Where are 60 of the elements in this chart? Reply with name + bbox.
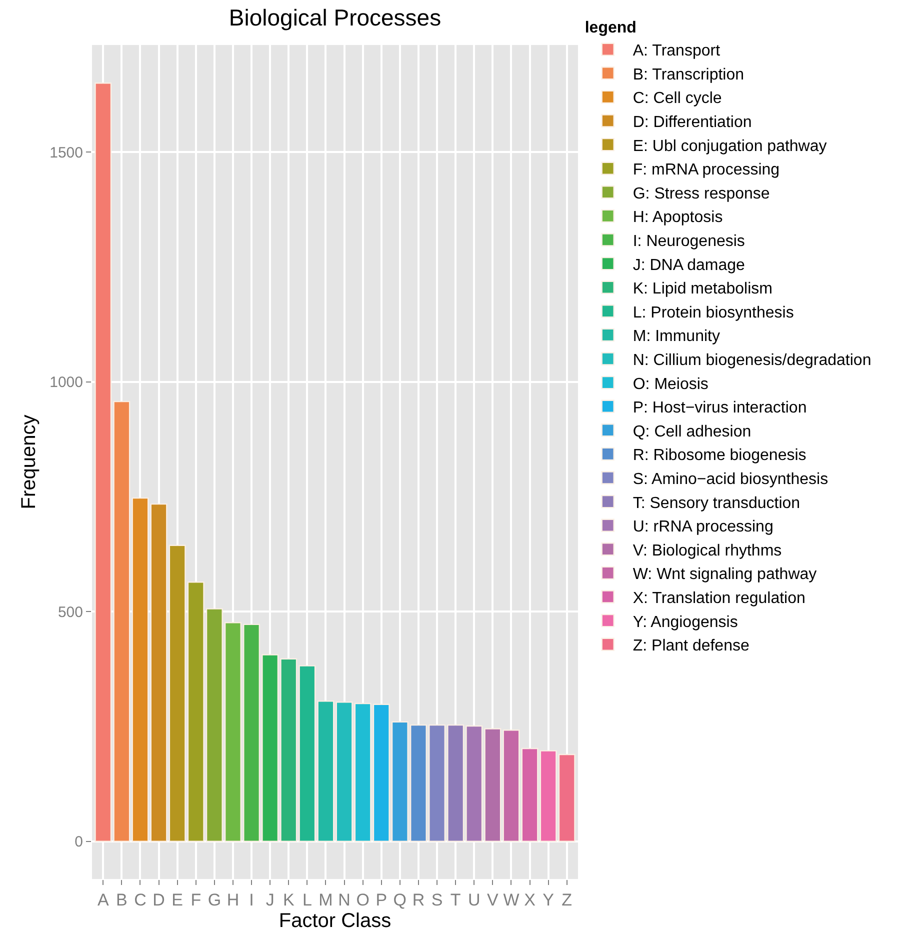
- x-tick-label: I: [249, 890, 254, 910]
- x-tick-label: X: [524, 890, 536, 910]
- legend-label: A: Transport: [632, 42, 721, 60]
- legend-label: Y: Angiogensis: [632, 614, 738, 631]
- x-tick-label: Q: [393, 890, 407, 910]
- legend-label: Z: Plant defense: [632, 638, 750, 655]
- x-tick-label: D: [152, 890, 165, 910]
- x-tick-label: C: [134, 890, 146, 910]
- legend-label: V: Biological rhythms: [632, 542, 782, 560]
- x-tick-label: E: [172, 890, 183, 910]
- legend-label: T: Sensory transduction: [632, 494, 800, 512]
- chart-title: Biological Processes: [228, 4, 442, 30]
- legend-label: I: Neurogenesis: [632, 232, 745, 250]
- x-tick-label: V: [487, 890, 499, 910]
- legend-label: R: Ribosome biogenesis: [632, 447, 806, 464]
- y-tick-label: 0: [74, 834, 83, 851]
- legend-label: G: Stress response: [632, 185, 770, 202]
- legend-label: F: mRNA processing: [632, 162, 780, 179]
- x-tick-label: A: [97, 890, 110, 910]
- x-tick-label: B: [116, 890, 128, 910]
- legend-label: Q: Cell adhesion: [632, 423, 752, 440]
- legend-label: S: Amino−acid biosynthesis: [632, 470, 828, 488]
- legend-label: H: Apoptosis: [632, 209, 723, 226]
- x-tick-label: W: [503, 890, 520, 910]
- legend-label: B: Transcription: [632, 66, 744, 84]
- x-tick-label: K: [282, 890, 295, 910]
- x-tick-label: H: [226, 890, 240, 910]
- legend-label: X: Translation regulation: [632, 590, 806, 607]
- y-axis-title: Frequency: [18, 414, 40, 510]
- legend-label: M: Immunity: [632, 328, 720, 346]
- legend-label: E: Ubl conjugation pathway: [632, 138, 827, 155]
- legend-title: legend: [584, 19, 636, 36]
- x-tick-label: T: [450, 890, 461, 910]
- legend-label: P: Host−virus interaction: [632, 400, 807, 417]
- x-tick-label: F: [190, 890, 202, 910]
- x-tick-label: P: [376, 890, 388, 910]
- y-tick-label: 500: [58, 604, 83, 621]
- legend-label: C: Cell cycle: [632, 90, 722, 108]
- legend-label: W: Wnt signaling pathway: [632, 566, 817, 584]
- x-tick-label: Z: [562, 890, 572, 910]
- legend-label: O: Meiosis: [632, 376, 708, 393]
- x-tick-label: J: [266, 890, 274, 910]
- legend-label: N: Cillium biogenesis/degradation: [632, 352, 872, 369]
- legend-label: K: Lipid metabolism: [632, 280, 772, 298]
- x-tick-label: Y: [542, 890, 554, 910]
- x-tick-label: O: [356, 890, 370, 910]
- x-tick-label: G: [208, 890, 222, 910]
- x-axis-title: Factor Class: [278, 910, 392, 932]
- legend-label: D: Differentiation: [632, 114, 752, 131]
- x-tick-label: L: [302, 890, 312, 910]
- legend-label: J: DNA damage: [632, 256, 746, 274]
- x-tick-label: M: [318, 890, 333, 910]
- legend-label: L: Protein biosynthesis: [632, 304, 794, 322]
- x-tick-label: N: [338, 890, 350, 910]
- y-tick-label: 1000: [50, 374, 83, 392]
- x-tick-label: R: [412, 890, 425, 910]
- y-tick-label: 1500: [50, 144, 83, 162]
- x-tick-label: S: [431, 890, 443, 910]
- legend-label: U: rRNA processing: [632, 518, 774, 536]
- x-tick-label: U: [468, 890, 480, 910]
